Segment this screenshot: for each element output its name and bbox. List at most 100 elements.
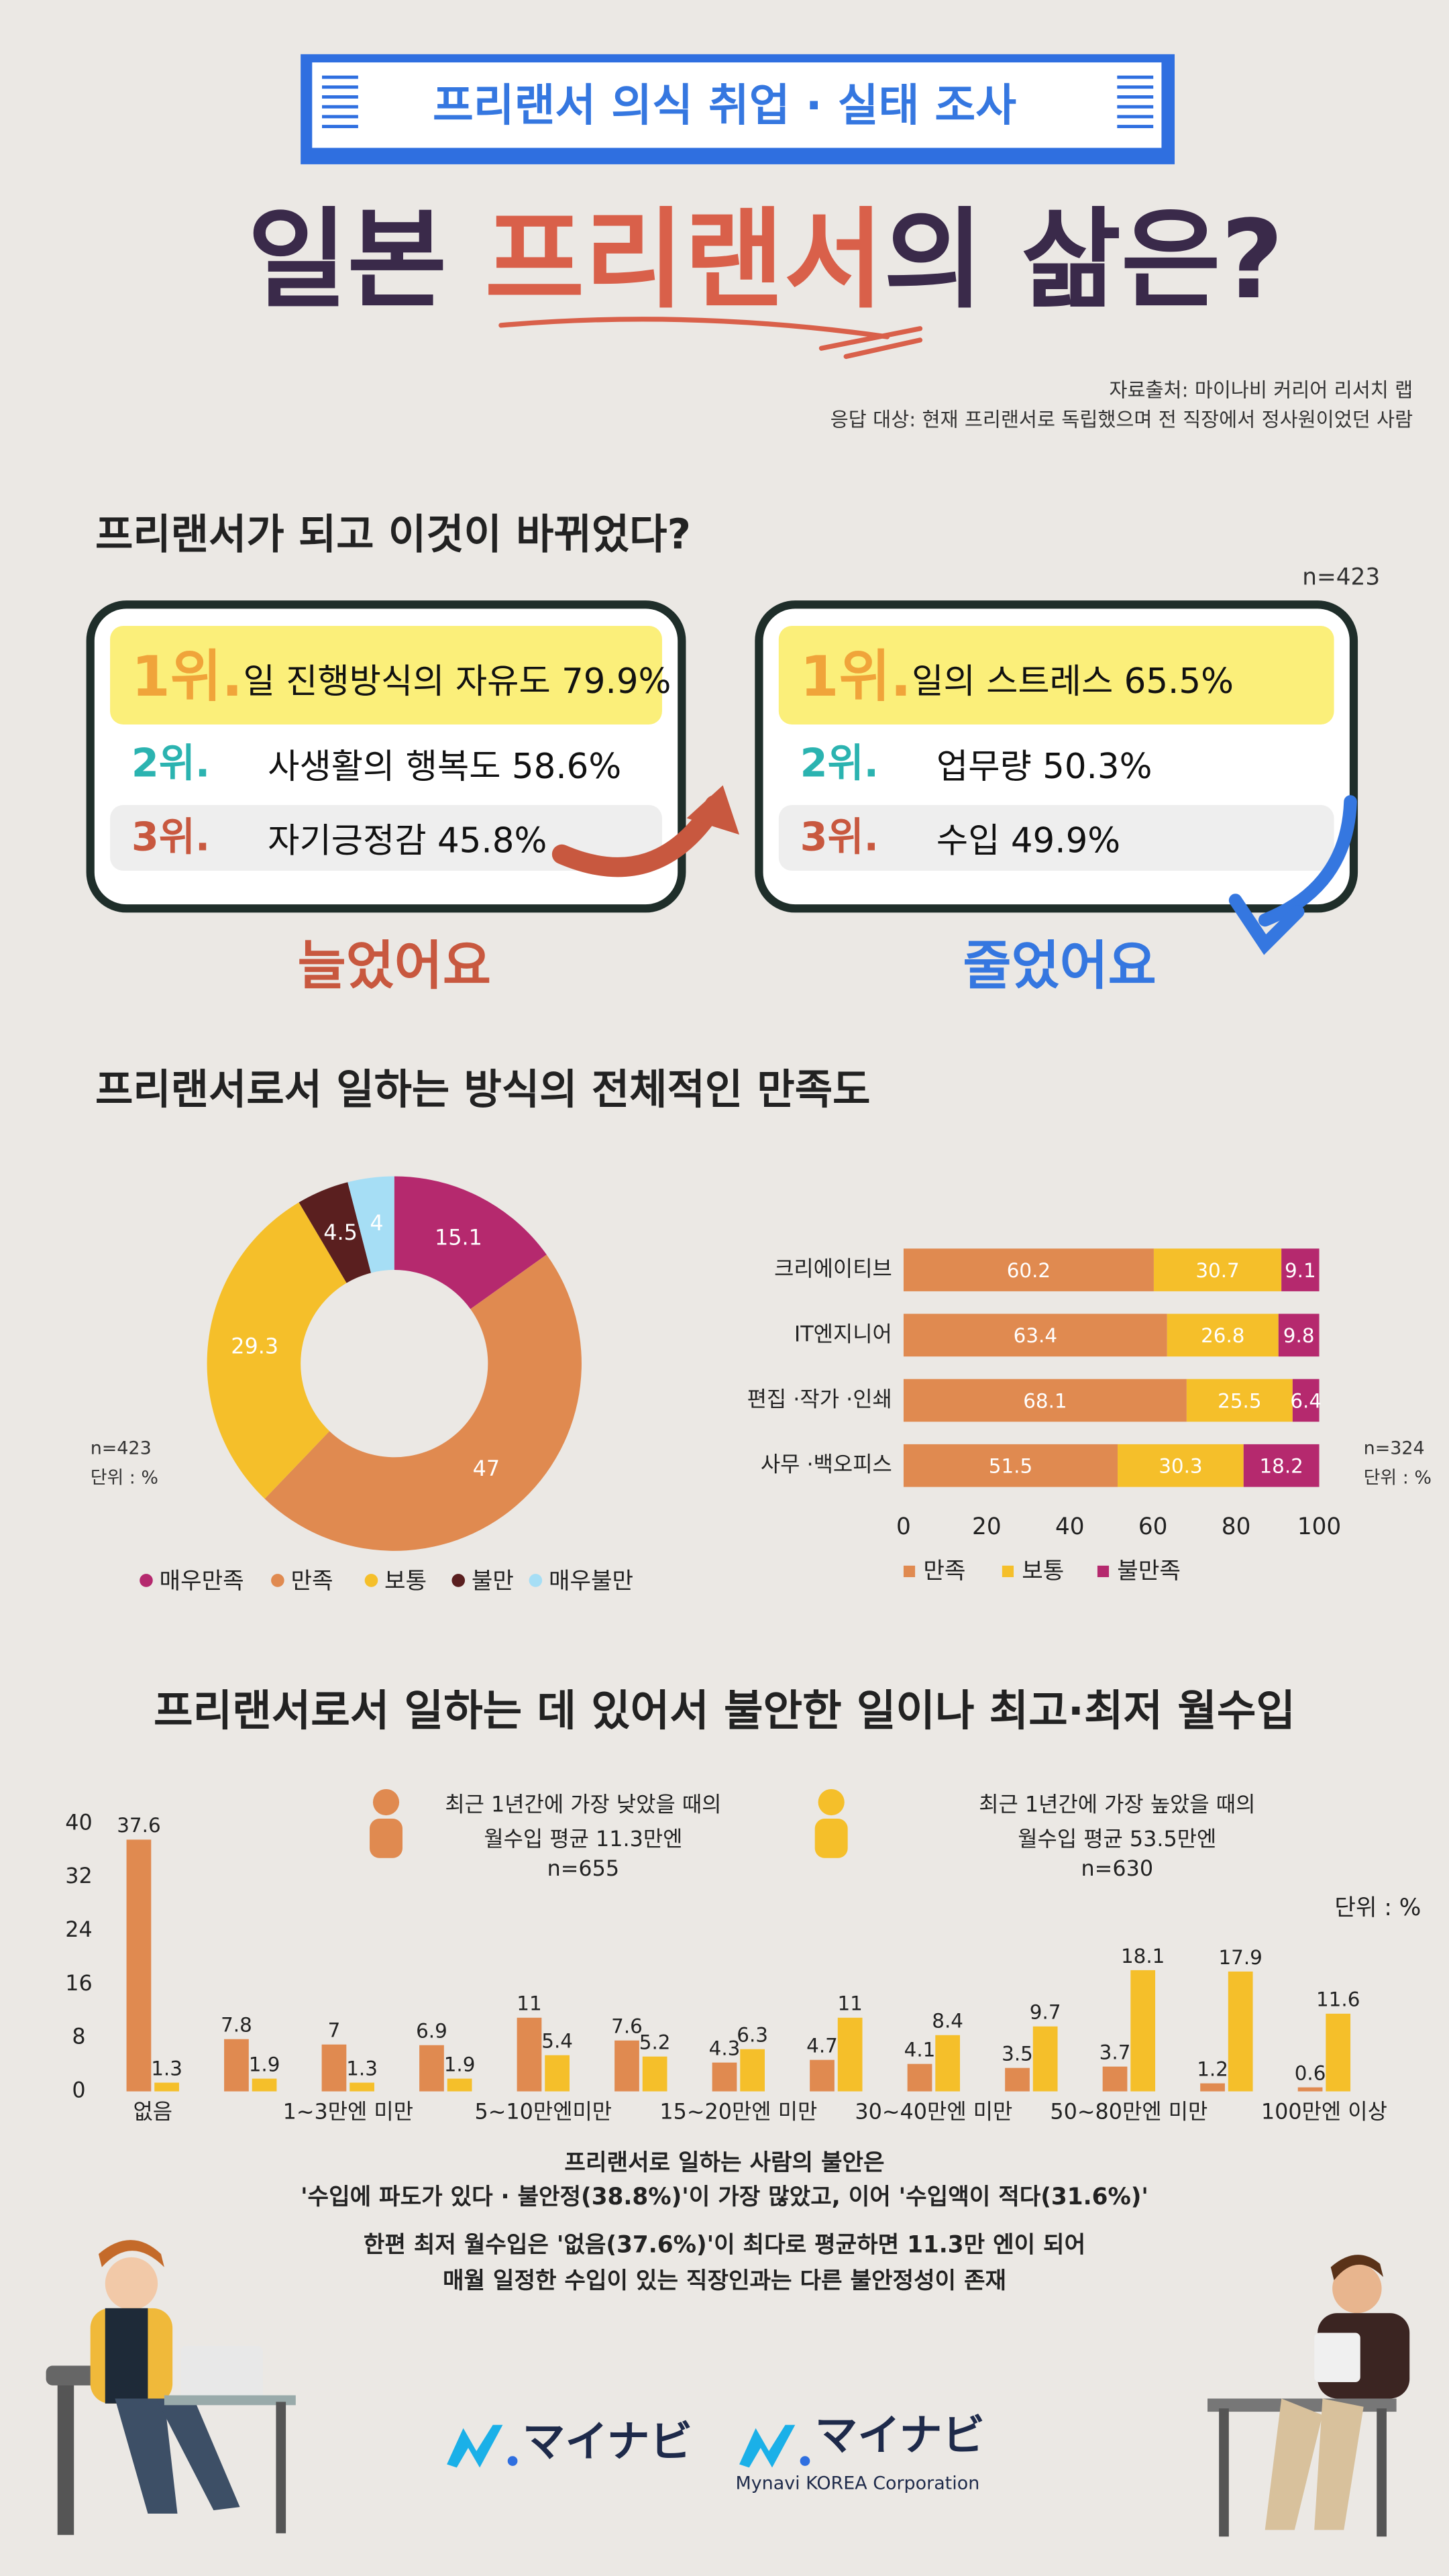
chart-note: 단위 : % <box>1364 1468 1432 1489</box>
bar <box>350 2082 374 2092</box>
section-heading: 프리랜서가 되고 이것이 바뀌었다? <box>95 511 691 558</box>
bar-segment <box>903 1313 1167 1357</box>
legend-note: n=655 <box>547 1856 620 1881</box>
rank: 2위. <box>131 739 210 786</box>
row-shade <box>778 805 1334 871</box>
segment-label: 30.3 <box>1159 1455 1202 1478</box>
source-line: 자료출처: 마이나비 커리어 리서치 랩 <box>1109 378 1413 401</box>
bar-segment <box>1118 1444 1244 1487</box>
y-tick-label: 16 <box>65 1970 93 1996</box>
bar <box>740 2049 765 2092</box>
summary-line: 매월 일정한 수입이 있는 직장인과는 다른 불안정성이 존재 <box>443 2267 1006 2294</box>
bar <box>837 2017 863 2092</box>
badge-text: 프리랜서 의식 취업 · 실태 조사 <box>433 80 1016 131</box>
title-underline <box>498 317 923 360</box>
down-arrow-head <box>1228 894 1305 955</box>
legend-marker <box>903 1565 916 1578</box>
bar <box>642 2056 667 2092</box>
rank-item: 수입 49.9% <box>936 820 1120 861</box>
x-tick-label: 30~40만엔 미만 <box>855 2098 1012 2124</box>
increase-label: 늘었어요 <box>298 935 491 996</box>
person-left <box>46 2240 296 2535</box>
rank: 1위. <box>800 644 912 709</box>
y-tick-label: 40 <box>65 1809 93 1835</box>
rank: 2위. <box>800 739 879 786</box>
x-tick-label: 0 <box>896 1513 911 1540</box>
bar-label: 7 <box>328 2019 341 2042</box>
logo-text: マイナビ <box>523 2418 692 2467</box>
category-label: IT엔지니어 <box>794 1321 892 1346</box>
bar-label: 1.3 <box>151 2057 182 2080</box>
x-tick-label: 80 <box>1222 1513 1251 1540</box>
source-line: 응답 대상: 현재 프리랜서로 독립했으며 전 직장에서 정사원이었던 사람 <box>830 408 1413 431</box>
bar <box>447 2078 472 2092</box>
row-shade <box>110 805 662 871</box>
x-tick-label: 20 <box>972 1513 1002 1540</box>
bar-label: 1.9 <box>249 2053 280 2076</box>
rank-item: 자기긍정감 45.8% <box>268 820 547 861</box>
bar-segment <box>1167 1313 1279 1357</box>
decrease-label: 줄었어요 <box>963 935 1156 996</box>
rank-item: 일의 스트레스 65.5% <box>912 661 1234 702</box>
bar <box>1326 2013 1351 2092</box>
bar-label: 17.9 <box>1218 1946 1262 1969</box>
bar <box>517 2017 542 2092</box>
legend-note: n=630 <box>1081 1856 1154 1881</box>
chart-note: n=324 <box>1364 1438 1425 1459</box>
bar-label: 1.2 <box>1197 2057 1228 2080</box>
bar-segment <box>1281 1248 1320 1291</box>
bar <box>1228 1971 1253 2092</box>
x-tick-label: 15~20만엔 미만 <box>659 2098 817 2124</box>
bar <box>1200 2083 1225 2092</box>
person-right <box>1208 2255 1410 2537</box>
bar <box>907 2063 932 2092</box>
bar <box>545 2055 570 2092</box>
bar-label: 6.3 <box>737 2024 768 2047</box>
donut-slice <box>207 1202 347 1499</box>
legend-label: 보통 <box>1022 1558 1064 1585</box>
bar-label: 5.4 <box>541 2030 573 2053</box>
bar <box>1102 2066 1128 2092</box>
legend-marker <box>140 1574 153 1587</box>
segment-label: 26.8 <box>1201 1324 1244 1347</box>
bar <box>126 1839 152 2092</box>
rank-item: 사생활의 행복도 58.6% <box>268 747 621 787</box>
bar <box>1005 2068 1030 2092</box>
donut-slice <box>264 1254 582 1551</box>
donut-slice <box>394 1176 547 1309</box>
bar-label: 4.3 <box>709 2037 741 2060</box>
bar-segment <box>1186 1379 1293 1422</box>
x-tick-label: 5~10만엔미만 <box>475 2098 612 2124</box>
row-highlight <box>778 626 1334 724</box>
donut-slice <box>299 1182 372 1283</box>
title-part: 의 삶은? <box>883 198 1283 324</box>
section-heading: 프리랜서로서 일하는 데 있어서 불안한 일이나 최고·최저 월수입 <box>154 1686 1295 1736</box>
x-tick-label: 없음 <box>133 2098 172 2124</box>
bar <box>712 2062 737 2092</box>
legend-marker <box>529 1574 543 1587</box>
bar <box>154 2082 179 2092</box>
bar-label: 11 <box>837 1992 862 2015</box>
x-tick-label: 1~3만엔 미만 <box>283 2098 413 2124</box>
x-tick-label: 50~80만엔 미만 <box>1050 2098 1208 2124</box>
legend-note: 월수입 평균 11.3만엔 <box>484 1826 682 1851</box>
logo-dot <box>800 2456 810 2466</box>
slice-label: 47 <box>473 1456 500 1481</box>
legend-label: 불만족 <box>1117 1558 1181 1585</box>
section-heading: 프리랜서로서 일하는 방식의 전체적인 만족도 <box>95 1066 870 1114</box>
chart-note: n=423 <box>91 1438 152 1459</box>
summary-line: 프리랜서로 일하는 사람의 불안은 <box>564 2149 884 2176</box>
legend-icon-body <box>370 1819 402 1858</box>
bar-segment <box>1243 1444 1320 1487</box>
bar <box>935 2035 961 2092</box>
legend-label: 만족 <box>923 1558 965 1585</box>
unit-note: 단위 : % <box>1334 1894 1421 1921</box>
bar-label: 3.7 <box>1099 2041 1131 2064</box>
bar-label: 8.4 <box>932 2010 963 2033</box>
logo-text: マイナビ <box>815 2411 985 2461</box>
bar <box>252 2078 277 2092</box>
bar <box>419 2045 444 2092</box>
bar-label: 11.6 <box>1316 1988 1360 2011</box>
segment-label: 63.4 <box>1014 1324 1057 1347</box>
